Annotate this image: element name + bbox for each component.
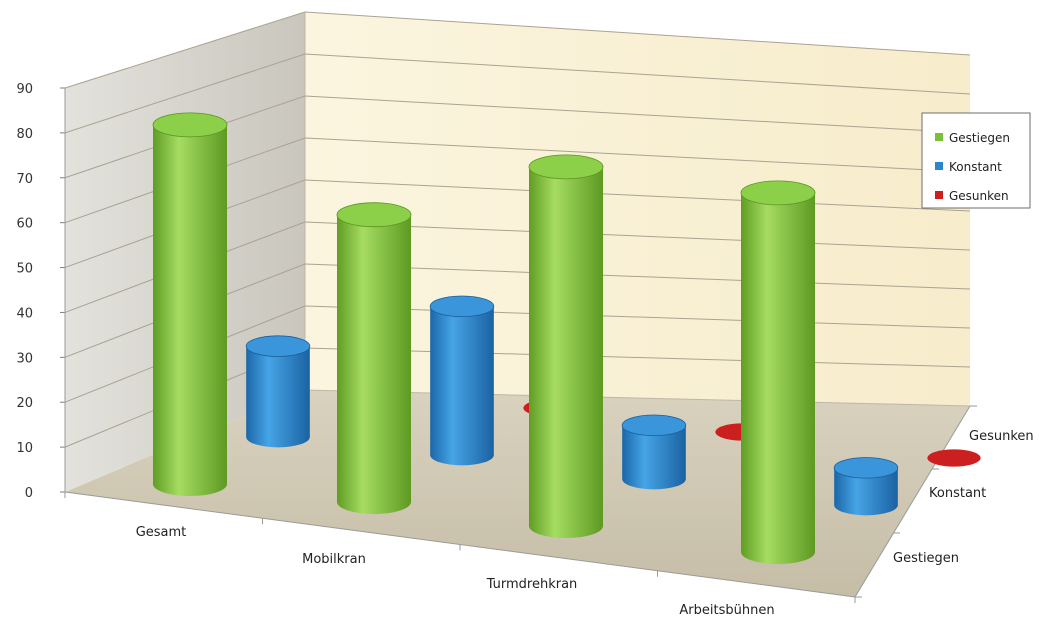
legend-swatch [935,162,943,170]
bar-gestiegen-2 [528,154,604,538]
y-tick-label: 20 [16,396,33,411]
depth-tick-label: Konstant [929,486,986,501]
y-tick-label: 50 [16,262,33,277]
x-tick-label: Turmdrehkran [486,577,578,592]
depth-tick-label: Gestiegen [893,551,959,566]
x-tick-label: Gesamt [136,525,187,540]
legend-label: Konstant [949,160,1002,174]
bar-konstant-1 [429,295,495,466]
y-tick-label: 40 [16,306,33,321]
bar-gestiegen-1 [336,202,412,514]
y-tick-label: 30 [16,351,33,366]
x-axis: Gesamt Mobilkran Turmdrehkran Arbeitsbühnen [64,491,856,618]
bar-konstant-3 [833,457,899,516]
bar-konstant-0 [245,335,311,448]
legend: Gestiegen Konstant Gesunken [921,112,1031,209]
bars [152,112,981,564]
bar-gestiegen-0 [152,112,228,496]
legend-label: Gestiegen [949,131,1010,145]
bar-gestiegen-3 [740,180,816,564]
y-tick-label: 70 [16,172,33,187]
y-tick-label: 80 [16,127,33,142]
y-tick-label: 90 [16,82,33,97]
y-axis: 0 10 20 30 40 50 60 70 80 90 [16,82,66,501]
legend-label: Gesunken [949,189,1009,203]
x-tick-label: Arbeitsbühnen [679,603,774,618]
depth-tick-label: Gesunken [969,429,1034,444]
depth-axis: Gestiegen Konstant Gesunken [854,405,1034,598]
x-tick-label: Mobilkran [302,552,366,567]
y-tick-label: 0 [25,486,33,501]
y-tick-label: 10 [16,441,33,456]
y-tick-label: 60 [16,217,33,232]
legend-swatch [935,191,943,199]
bar-gesunken-3 [927,449,981,467]
legend-swatch [935,133,943,141]
bar-konstant-2 [621,414,687,490]
